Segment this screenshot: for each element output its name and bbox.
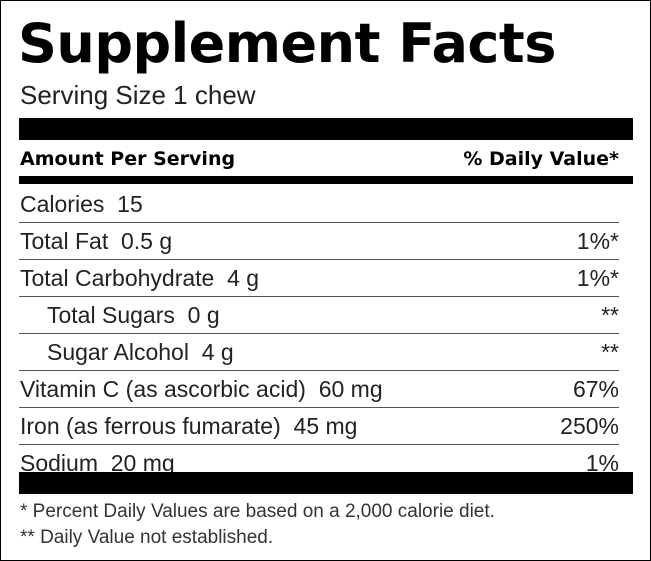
nutrient-daily-value: 1%*	[576, 265, 619, 291]
nutrient-amount: 0.5 g	[121, 228, 173, 254]
nutrient-amount: 20 mg	[110, 450, 175, 476]
footnote-daily-values: * Percent Daily Values are based on a 2,…	[20, 501, 495, 522]
serving-size: Serving Size 1 chew	[20, 80, 256, 110]
nutrient-label: Iron (as ferrous fumarate)	[20, 413, 281, 439]
nutrient-row: Sodium 20 mg 1%	[19, 445, 619, 481]
nutrient-daily-value: **	[601, 339, 619, 365]
nutrient-amount: 45 mg	[293, 413, 358, 439]
nutrient-label: Sugar Alcohol	[47, 339, 189, 365]
nutrient-daily-value: 1%	[585, 450, 619, 476]
nutrient-row: Calories 15	[19, 186, 619, 223]
amount-per-serving-heading: Amount Per Serving	[20, 148, 236, 170]
nutrient-label: Total Carbohydrate	[20, 265, 215, 291]
nutrient-name: Sugar Alcohol 4 g	[47, 334, 234, 370]
nutrient-label: Total Sugars	[47, 302, 175, 328]
nutrient-amount: 60 mg	[318, 376, 383, 402]
nutrient-label: Total Fat	[20, 228, 109, 254]
nutrient-name: Iron (as ferrous fumarate) 45 mg	[20, 408, 357, 444]
nutrient-name: Calories 15	[20, 186, 143, 222]
nutrient-row: Total Sugars 0 g **	[19, 297, 619, 334]
footnote-not-established: ** Daily Value not established.	[20, 527, 274, 548]
nutrient-name: Total Carbohydrate 4 g	[20, 260, 259, 296]
nutrient-label: Vitamin C (as ascorbic acid)	[20, 376, 306, 402]
nutrient-table: Calories 15 Total Fat 0.5 g 1%* Total Carbo…	[19, 186, 619, 481]
nutrient-row: Vitamin C (as ascorbic acid) 60 mg 67%	[19, 371, 619, 408]
nutrient-name: Sodium 20 mg	[20, 445, 175, 481]
nutrient-amount: 4 g	[227, 265, 260, 291]
nutrient-row: Sugar Alcohol 4 g **	[19, 334, 619, 371]
nutrient-daily-value: 67%	[572, 376, 619, 402]
nutrient-name: Total Fat 0.5 g	[20, 223, 172, 259]
nutrient-daily-value: 250%	[560, 413, 619, 439]
nutrient-label: Sodium	[20, 450, 98, 476]
nutrient-daily-value: **	[601, 302, 619, 328]
nutrient-row: Iron (as ferrous fumarate) 45 mg 250%	[19, 408, 619, 445]
bottom-thick-rule	[19, 472, 633, 494]
nutrient-name: Total Sugars 0 g	[47, 297, 220, 333]
footnotes: * Percent Daily Values are based on a 2,…	[20, 499, 495, 551]
nutrient-row: Total Fat 0.5 g 1%*	[19, 223, 619, 260]
top-thick-rule	[19, 118, 633, 140]
daily-value-heading: % Daily Value*	[463, 148, 619, 170]
header-rule	[19, 176, 633, 184]
nutrient-amount: 15	[117, 191, 143, 217]
nutrient-name: Vitamin C (as ascorbic acid) 60 mg	[20, 371, 383, 407]
nutrient-amount: 0 g	[187, 302, 220, 328]
table-header: Amount Per Serving % Daily Value*	[20, 146, 619, 172]
nutrient-amount: 4 g	[201, 339, 234, 365]
nutrient-daily-value: 1%*	[576, 228, 619, 254]
nutrient-row: Total Carbohydrate 4 g 1%*	[19, 260, 619, 297]
nutrient-label: Calories	[20, 191, 105, 217]
label-title: Supplement Facts	[18, 12, 556, 75]
